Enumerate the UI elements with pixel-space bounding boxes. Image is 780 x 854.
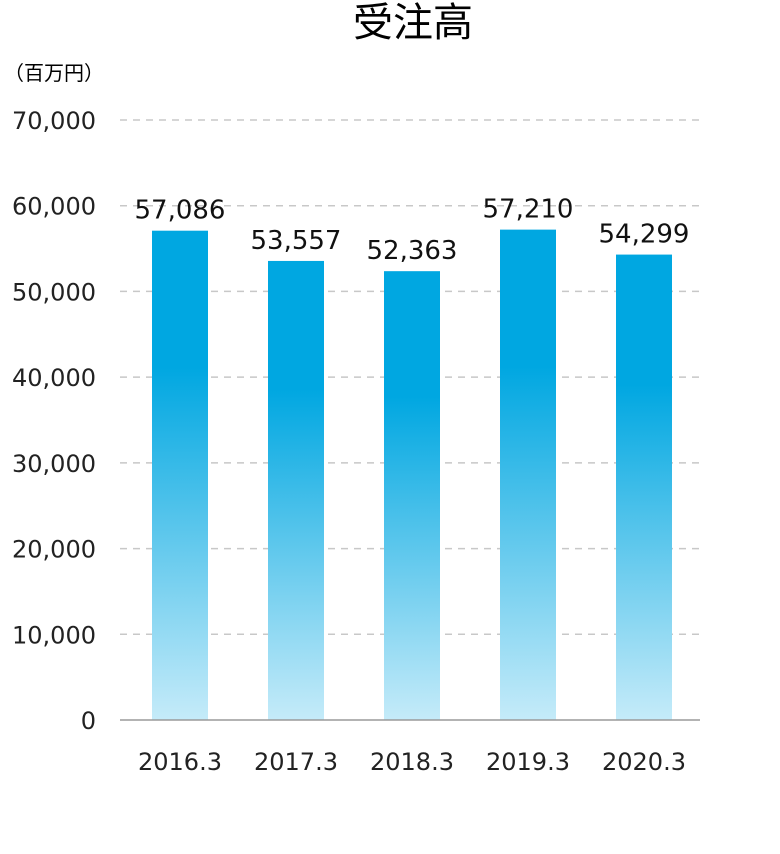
data-label: 54,299 [599,220,690,250]
x-tick-label: 2020.3 [602,748,686,776]
bar-2019.3 [500,229,556,720]
y-tick-label: 30,000 [12,450,96,478]
bar-2018.3 [384,271,440,720]
data-label: 57,210 [483,195,574,225]
bars [152,229,672,721]
x-tick-label: 2019.3 [486,748,570,776]
data-label: 57,086 [135,196,226,226]
y-tick-label: 60,000 [12,193,96,221]
y-tick-label: 10,000 [12,621,96,649]
y-tick-label: 20,000 [12,536,96,564]
bar-2020.3 [616,254,672,720]
bar-2016.3 [152,230,208,721]
y-tick-label: 0 [81,707,96,735]
y-tick-label: 70,000 [12,107,96,135]
y-tick-label: 50,000 [12,278,96,306]
x-tick-label: 2017.3 [254,748,338,776]
data-label: 53,557 [251,226,342,256]
y-tick-label: 40,000 [12,364,96,392]
y-axis-ticks: 0 10,000 20,000 30,000 40,000 50,000 60,000 70,… [12,107,96,735]
x-axis-ticks: 2016.3 2017.3 2018.3 2019.3 2020.3 [138,748,686,776]
data-labels: 57,086 53,557 52,363 57,210 54,299 [135,195,690,267]
x-tick-label: 2018.3 [370,748,454,776]
y-unit-label: （百万円） [4,61,104,85]
bar-2017.3 [268,260,324,720]
chart-title: 受注高 [353,0,473,46]
data-label: 52,363 [367,236,458,266]
x-tick-label: 2016.3 [138,748,222,776]
